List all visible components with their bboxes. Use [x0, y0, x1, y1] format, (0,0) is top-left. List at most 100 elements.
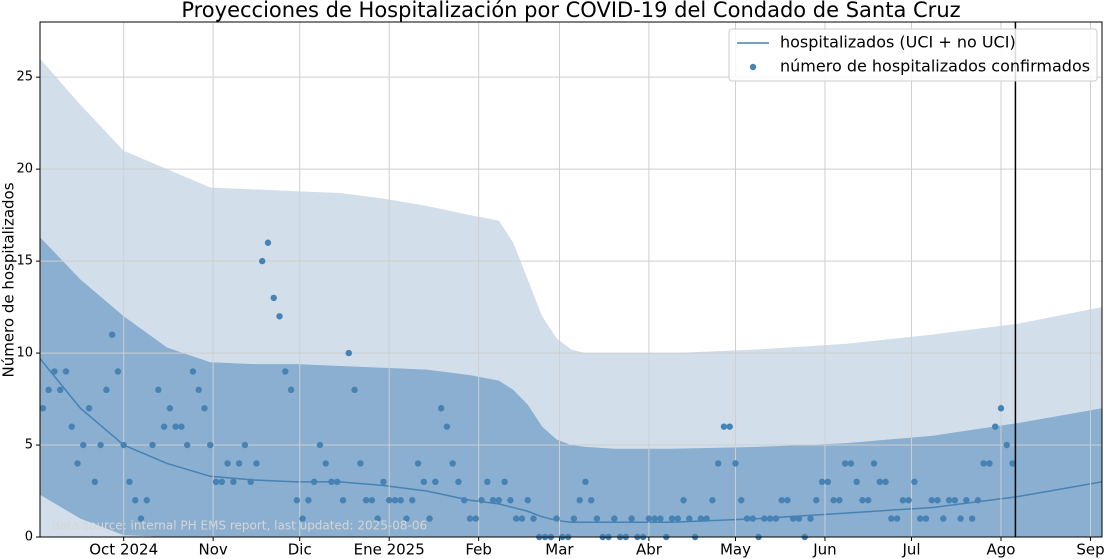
point — [259, 257, 266, 265]
point — [916, 515, 924, 522]
point — [714, 460, 722, 467]
y-axis-label: Número de hospitalizados — [0, 182, 18, 377]
point — [1003, 441, 1010, 449]
point — [501, 478, 508, 486]
point — [507, 497, 514, 504]
point — [905, 497, 912, 504]
point — [68, 423, 75, 430]
point — [738, 497, 745, 504]
point — [963, 497, 970, 504]
point — [62, 368, 70, 375]
point — [334, 478, 341, 486]
point — [103, 386, 110, 394]
point — [645, 515, 653, 522]
point — [847, 460, 855, 467]
point — [512, 515, 520, 522]
point — [91, 478, 99, 486]
legend-label: número de hospitalizados confirmados — [780, 57, 1090, 76]
point — [339, 497, 347, 504]
point — [997, 405, 1005, 412]
point — [385, 497, 393, 504]
point — [784, 497, 791, 504]
point — [466, 515, 474, 522]
point — [409, 497, 416, 504]
point — [293, 497, 301, 504]
point — [276, 313, 283, 320]
point — [859, 497, 866, 504]
point — [940, 515, 947, 522]
point — [472, 515, 479, 522]
point — [270, 294, 277, 302]
point — [951, 497, 959, 504]
point — [357, 460, 364, 467]
point — [841, 460, 849, 467]
point — [201, 405, 208, 412]
point — [778, 497, 785, 504]
point — [772, 515, 780, 522]
x-tick-label: Dic — [288, 541, 312, 559]
point — [207, 441, 214, 449]
y-tick-label: 20 — [16, 162, 33, 177]
point — [166, 405, 174, 412]
point — [126, 478, 133, 486]
point — [132, 497, 139, 504]
x-tick-label: Feb — [465, 541, 492, 559]
x-tick-label: Sep — [1076, 541, 1104, 559]
point — [974, 497, 982, 504]
x-tick-label: May — [720, 541, 751, 559]
point — [316, 441, 324, 449]
point — [420, 478, 428, 486]
point — [45, 386, 52, 394]
point — [911, 478, 918, 486]
point — [397, 497, 404, 504]
point — [888, 515, 895, 522]
point — [980, 460, 987, 467]
point — [310, 478, 318, 486]
point — [120, 441, 127, 449]
point — [345, 349, 352, 357]
point — [183, 441, 191, 449]
point — [414, 460, 422, 467]
point — [766, 515, 774, 522]
point — [74, 460, 81, 467]
point — [570, 515, 578, 522]
point — [287, 386, 295, 394]
point — [461, 497, 468, 504]
point — [732, 460, 739, 467]
point — [818, 478, 826, 486]
point — [489, 497, 497, 504]
y-tick-label: 5 — [25, 438, 33, 453]
point — [351, 386, 358, 394]
x-tick-label: Mar — [545, 541, 574, 559]
point — [588, 497, 595, 504]
point — [137, 515, 145, 522]
point — [322, 460, 329, 467]
point — [870, 460, 878, 467]
point — [795, 515, 803, 522]
point — [218, 478, 226, 486]
point — [212, 478, 220, 486]
plot-area — [40, 58, 1102, 537]
x-tick-label: Ago — [987, 541, 1016, 559]
point — [305, 497, 312, 504]
point — [362, 497, 370, 504]
point — [57, 386, 64, 394]
point — [189, 368, 197, 375]
point — [824, 478, 832, 486]
point — [813, 497, 820, 504]
point — [432, 478, 439, 486]
point — [807, 515, 814, 522]
point — [743, 515, 751, 522]
point — [680, 497, 687, 504]
plot-frame — [39, 21, 1103, 538]
point — [726, 423, 733, 430]
point — [922, 515, 930, 522]
point — [865, 497, 872, 504]
confidence-band — [40, 237, 1102, 537]
y-tick-label: 25 — [16, 70, 33, 85]
point — [230, 478, 237, 486]
point — [957, 515, 964, 522]
point — [553, 515, 560, 522]
point — [830, 497, 837, 504]
point — [368, 497, 376, 504]
